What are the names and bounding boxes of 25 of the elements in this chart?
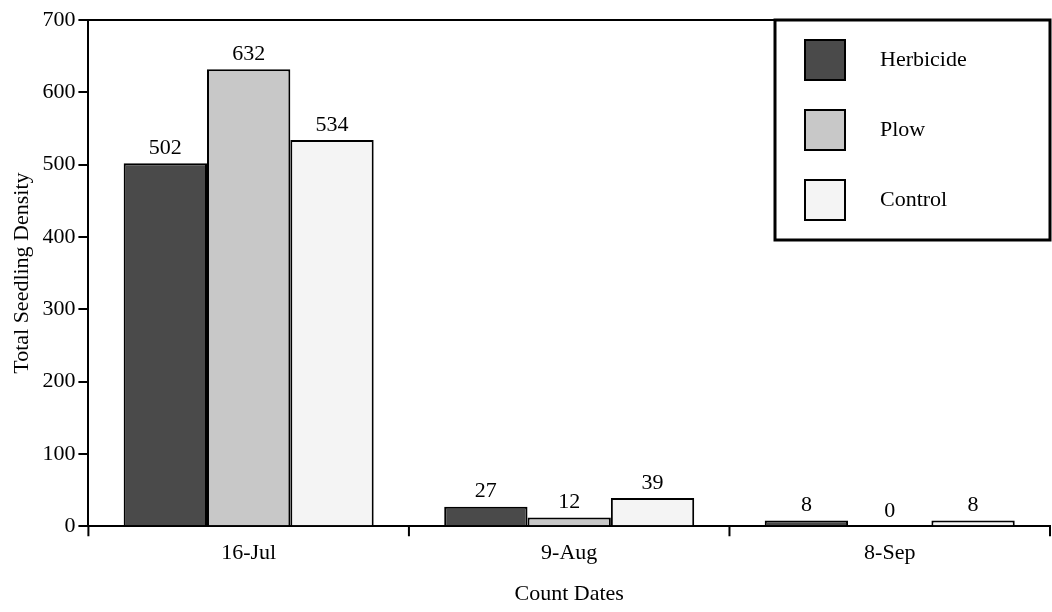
data-label: 39 [641, 468, 664, 494]
y-axis-title: Total Seedling Density [7, 172, 33, 374]
y-tick-label: 500 [42, 150, 76, 176]
legend-label: Control [880, 185, 948, 211]
data-label: 12 [558, 488, 581, 514]
data-label: 0 [884, 496, 896, 522]
y-tick-label: 300 [42, 295, 76, 321]
legend-label: Plow [880, 115, 926, 141]
legend-label: Herbicide [880, 45, 967, 71]
data-label: 632 [232, 39, 266, 65]
y-tick-label: 700 [42, 5, 76, 31]
data-label: 8 [800, 491, 812, 517]
data-label: 502 [148, 133, 182, 159]
y-tick-label: 600 [42, 78, 76, 104]
y-tick-label: 100 [42, 439, 76, 465]
y-tick-label: 0 [64, 511, 76, 537]
x-tick-label: 8-Sep [864, 539, 916, 565]
y-tick-label: 200 [42, 367, 76, 393]
x-axis-title: Count Dates [514, 579, 624, 605]
x-tick-label: 16-Jul [221, 539, 277, 565]
y-tick-label: 400 [42, 222, 76, 248]
x-tick-label: 9-Aug [541, 539, 598, 565]
data-label: 534 [315, 110, 349, 136]
data-label: 8 [967, 491, 979, 517]
data-label: 27 [474, 477, 497, 503]
